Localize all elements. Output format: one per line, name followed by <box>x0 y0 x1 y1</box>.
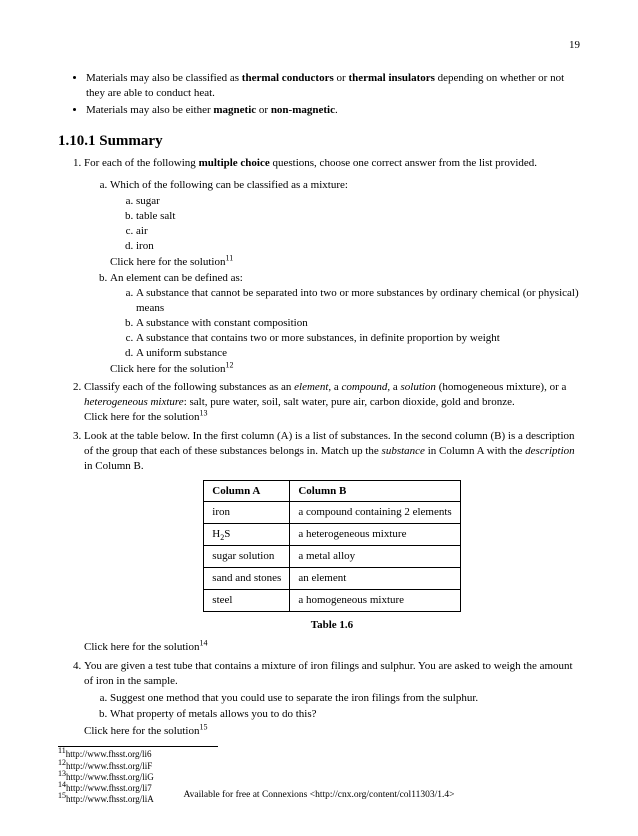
col-b-header: Column B <box>290 480 460 502</box>
question-3: Look at the table below. In the first co… <box>84 429 580 655</box>
bullet-1: Materials may also be classified as ther… <box>86 71 580 101</box>
question-4: You are given a test tube that contains … <box>84 659 580 738</box>
q1-b-solution-link[interactable]: Click here for the solution12 <box>110 362 580 377</box>
col-a-header: Column A <box>204 480 290 502</box>
q1-a-opt-a: sugar <box>136 194 580 209</box>
q1-a-opt-d: iron <box>136 239 580 254</box>
match-table: Column A Column B iron a compound contai… <box>203 480 460 612</box>
q4-solution-link[interactable]: Click here for the solution15 <box>84 724 580 739</box>
page-number: 19 <box>58 38 580 53</box>
q1-b: An element can be defined as: A substanc… <box>110 271 580 377</box>
q4-parts: Suggest one method that you could use to… <box>84 691 580 722</box>
table-row: steel a homogeneous mixture <box>204 589 460 611</box>
q1-b-opt-a: A substance that cannot be separated int… <box>136 286 580 316</box>
bullet-2: Materials may also be either magnetic or… <box>86 103 580 118</box>
question-list: For each of the following multiple choic… <box>58 156 580 739</box>
section-heading: 1.10.1 Summary <box>58 131 580 151</box>
q1-b-options: A substance that cannot be separated int… <box>110 286 580 360</box>
footnote: 12http://www.fhsst.org/liF <box>58 761 218 772</box>
q4-a: Suggest one method that you could use to… <box>110 691 580 706</box>
q1-a-solution-link[interactable]: Click here for the solution11 <box>110 255 580 270</box>
table-header-row: Column A Column B <box>204 480 460 502</box>
table-caption: Table 1.6 <box>84 618 580 633</box>
q1-b-opt-b: A substance with constant composition <box>136 316 580 331</box>
q2-solution-link[interactable]: Click here for the solution13 <box>84 410 580 425</box>
table-row: H2S a heterogeneous mixture <box>204 524 460 546</box>
q1-a: Which of the following can be classified… <box>110 178 580 269</box>
table-row: sugar solution a metal alloy <box>204 546 460 568</box>
footer-text: Available for free at Connexions <http:/… <box>0 789 638 802</box>
intro-bullets: Materials may also be classified as ther… <box>58 71 580 118</box>
q3-solution-link[interactable]: Click here for the solution14 <box>84 640 580 655</box>
question-2: Classify each of the following substance… <box>84 380 580 425</box>
q1-parts: Which of the following can be classified… <box>84 178 580 376</box>
q4-b: What property of metals allows you to do… <box>110 707 580 722</box>
q1-a-opt-c: air <box>136 224 580 239</box>
question-1: For each of the following multiple choic… <box>84 156 580 377</box>
table-row: sand and stones an element <box>204 567 460 589</box>
table-row: iron a compound containing 2 elements <box>204 502 460 524</box>
q1-a-options: sugar table salt air iron <box>110 194 580 253</box>
q1-a-opt-b: table salt <box>136 209 580 224</box>
footnote: 13http://www.fhsst.org/liG <box>58 772 218 783</box>
q1-b-opt-d: A uniform substance <box>136 346 580 361</box>
q1-b-opt-c: A substance that contains two or more su… <box>136 331 580 346</box>
footnote: 11http://www.fhsst.org/li6 <box>58 749 218 760</box>
